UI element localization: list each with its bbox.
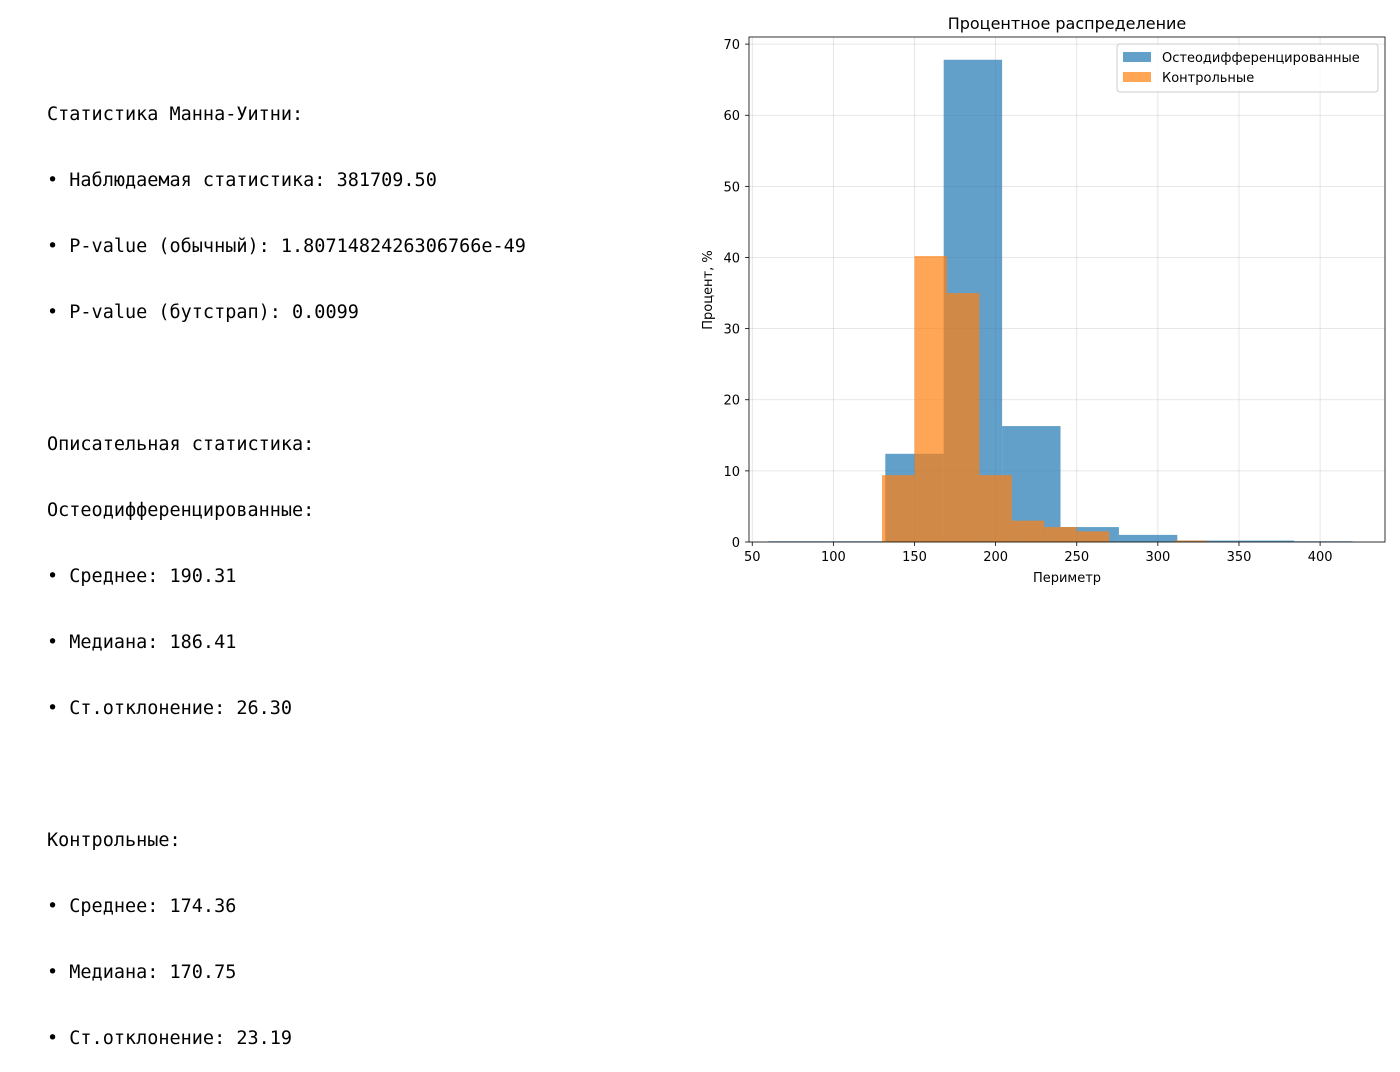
x-tick-label: 400	[1308, 550, 1333, 565]
legend: Остеодифференцированные Контрольные	[1116, 43, 1379, 93]
histogram-bar-control	[1011, 520, 1045, 542]
y-tick-label: 40	[723, 251, 740, 266]
histogram-bar-control	[1076, 531, 1110, 542]
x-tick-label: 50	[744, 550, 761, 565]
histogram-bar-control	[1044, 527, 1077, 542]
x-tick-label: 200	[983, 550, 1008, 565]
legend-swatch	[1123, 72, 1151, 82]
y-tick-label: 30	[723, 323, 740, 338]
y-tick-label: 70	[723, 38, 740, 53]
y-tick-label: 20	[723, 394, 740, 409]
mann-whitney-header: Статистика Манна-Уитни:	[47, 104, 304, 125]
bars-layer	[768, 59, 1353, 543]
mann-whitney-p-bootstrap: • P-value (бутстрап): 0.0099	[47, 302, 359, 323]
histogram-bar-control	[882, 475, 915, 542]
legend-box	[1116, 43, 1379, 93]
legend-swatch	[1123, 52, 1151, 62]
grid-layer	[749, 37, 1385, 543]
x-tick-label: 150	[902, 550, 927, 565]
x-tick-label: 300	[1145, 550, 1170, 565]
control-median: • Медиана: 170.75	[47, 962, 237, 983]
osteo-header: Остеодифференцированные:	[47, 500, 315, 521]
control-mean: • Среднее: 174.36	[47, 896, 237, 917]
y-tick-label: 50	[723, 180, 740, 195]
axes-layer: 50 100 150 200 250 300 350 400 0 10 20 30 40 50 60 70	[723, 36, 1386, 565]
legend-label: Контрольные	[1162, 71, 1254, 86]
y-tick-label: 0	[732, 536, 740, 551]
legend-label: Остеодифференцированные	[1162, 51, 1360, 66]
mann-whitney-observed: • Наблюдаемая статистика: 381709.50	[47, 170, 437, 191]
y-tick-label: 60	[723, 109, 740, 124]
x-tick-label: 100	[821, 550, 846, 565]
y-axis-label: Процент, %	[701, 250, 716, 330]
control-std: • Ст.отклонение: 23.19	[47, 1028, 293, 1049]
histogram-bar-control	[979, 475, 1012, 542]
mann-whitney-p-normal: • P-value (обычный): 1.8071482426306766e…	[47, 236, 526, 257]
control-header: Контрольные:	[47, 830, 181, 851]
histogram-bar-osteo	[1118, 534, 1178, 542]
histogram-bar-control	[946, 293, 980, 542]
plot-frame	[748, 36, 1386, 543]
x-tick-label: 250	[1064, 550, 1089, 565]
osteo-std: • Ст.отклонение: 26.30	[47, 698, 293, 719]
y-tick-label: 10	[723, 465, 740, 480]
histogram-bar-control	[914, 256, 947, 542]
spacer	[47, 764, 526, 786]
histogram-bar-control	[1174, 540, 1207, 542]
chart-title: Процентное распределение	[948, 14, 1187, 33]
descriptive-header: Описательная статистика:	[47, 434, 315, 455]
x-axis-label: Периметр	[1033, 571, 1101, 586]
histogram-bar-osteo	[1235, 540, 1295, 542]
osteo-median: • Медиана: 186.41	[47, 632, 237, 653]
x-tick-label: 350	[1227, 550, 1252, 565]
osteo-mean: • Среднее: 190.31	[47, 566, 237, 587]
histogram-chart: 50 100 150 200 250 300 350 400 0 10 20 30 40 50 60 70 П…	[701, 14, 1386, 586]
